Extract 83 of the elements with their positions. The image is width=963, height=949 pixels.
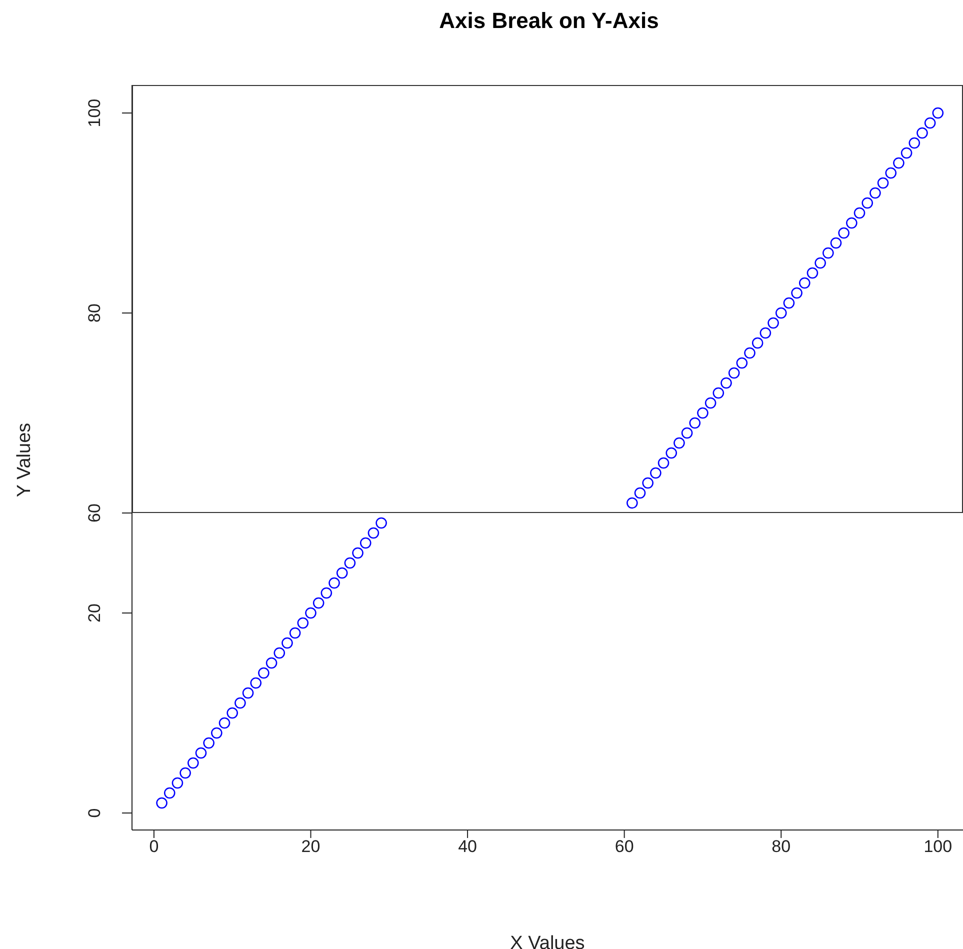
point (893, 157, 904, 169)
point (258, 667, 270, 679)
x-tick-label: 0 (149, 837, 159, 856)
point (689, 417, 701, 429)
point (250, 677, 262, 689)
y-tick-label: 60 (85, 504, 104, 522)
point (775, 307, 787, 319)
point (806, 267, 818, 279)
point (172, 777, 184, 789)
x-tick-label: 60 (614, 837, 634, 856)
point (226, 707, 238, 719)
point (180, 767, 191, 779)
point (156, 797, 168, 809)
point (712, 387, 724, 399)
point (838, 227, 850, 239)
point (195, 747, 207, 759)
y-tick-label: 20 (85, 604, 104, 622)
point (877, 177, 889, 189)
point (736, 357, 748, 369)
point (211, 727, 222, 739)
y-tick-label: 0 (85, 808, 104, 818)
point (274, 647, 286, 659)
point (846, 217, 858, 229)
point (822, 247, 834, 259)
point (328, 577, 340, 589)
point (368, 527, 380, 539)
point (203, 737, 214, 749)
chart-title: Axis Break on Y-Axis (438, 8, 660, 34)
point (650, 467, 662, 479)
point (783, 297, 795, 309)
x-tick-label: 20 (301, 837, 320, 856)
x-tick-label: 80 (772, 837, 791, 856)
point (234, 697, 246, 709)
point (908, 137, 920, 149)
point (932, 107, 944, 119)
point (164, 787, 176, 799)
point (344, 557, 356, 569)
point (924, 117, 936, 129)
point (814, 257, 826, 269)
point (320, 587, 332, 599)
point (282, 637, 293, 649)
point (681, 427, 693, 439)
point (900, 147, 912, 159)
y-tick-label: 100 (85, 98, 104, 128)
point (626, 497, 638, 509)
point (830, 237, 842, 249)
point (352, 547, 364, 559)
point (360, 537, 372, 549)
point (862, 197, 874, 209)
point (266, 657, 278, 669)
point (752, 337, 764, 349)
point (744, 347, 756, 359)
x-axis-title: X Values (510, 933, 585, 949)
point (870, 187, 881, 199)
point (798, 277, 810, 289)
point (720, 377, 732, 389)
point (916, 127, 928, 139)
y-axis-title: Y Values (14, 422, 36, 498)
x-tick-label: 100 (924, 837, 952, 856)
point (336, 567, 348, 579)
point (854, 207, 866, 219)
point (289, 627, 301, 639)
point (666, 447, 678, 459)
point (674, 437, 685, 449)
point (768, 317, 779, 329)
y-tick-label: 80 (85, 304, 104, 322)
point (704, 397, 716, 409)
point (658, 457, 670, 469)
point (305, 607, 316, 619)
point (697, 407, 708, 419)
point (297, 617, 309, 629)
point (791, 287, 802, 299)
point (242, 687, 254, 699)
point (634, 487, 646, 499)
point (728, 367, 740, 379)
point (218, 717, 230, 729)
point (642, 477, 654, 489)
point (312, 597, 324, 609)
point (885, 167, 897, 179)
point (188, 757, 199, 769)
point (760, 327, 772, 339)
point (376, 517, 387, 529)
x-tick-label: 40 (458, 837, 477, 856)
